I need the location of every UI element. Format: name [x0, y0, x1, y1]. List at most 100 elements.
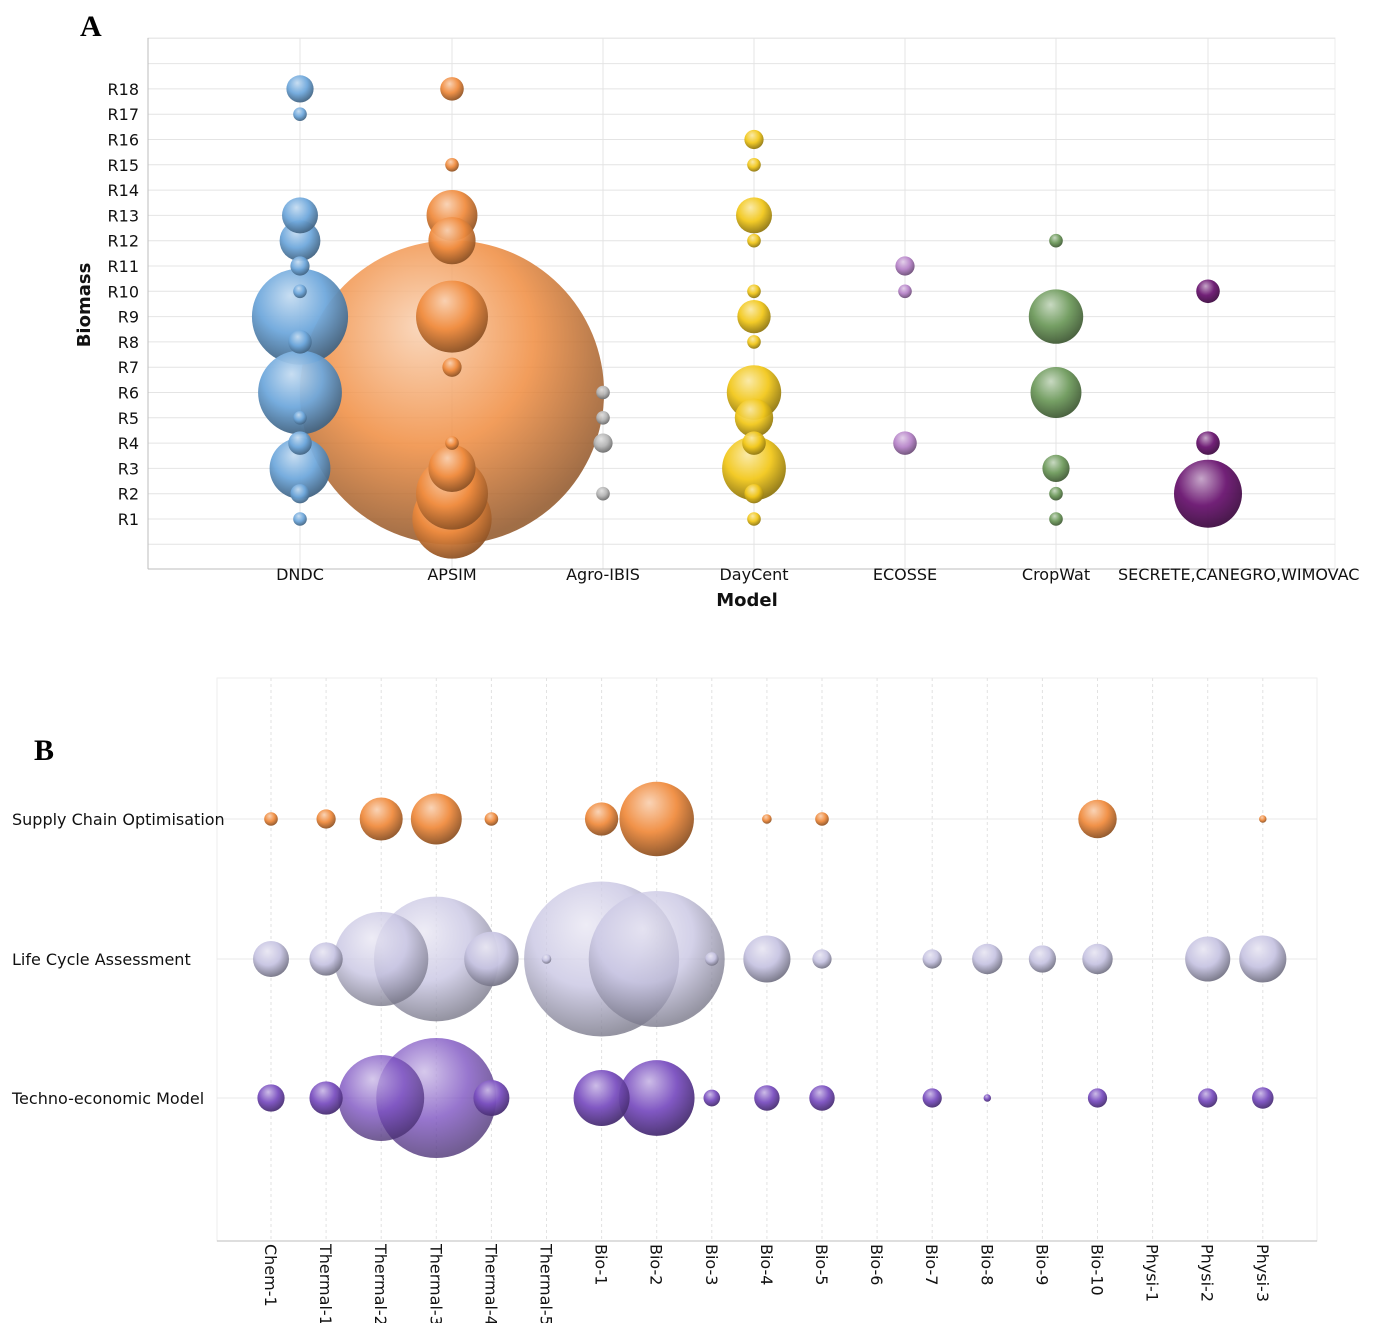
bubble-techno-economic-model-thermal-1: [309, 1081, 343, 1115]
bubble-apsim-r7: [442, 357, 462, 377]
x-tick-label-a: Agro-IBIS: [566, 565, 640, 584]
row-label-supply-chain-optimisation: Supply Chain Optimisation: [12, 810, 225, 829]
panel-label-a: A: [80, 10, 102, 43]
bubble-dndc-r1: [293, 512, 307, 526]
bubble-life-cycle-assessment-thermal-5: [541, 954, 552, 964]
bubble-apsim-r18: [440, 77, 464, 101]
bubble-daycent-r16: [744, 129, 764, 150]
bubble-life-cycle-assessment-bio-5: [812, 949, 832, 969]
bubble-cropwat-r1: [1049, 512, 1063, 526]
bubble-life-cycle-assessment-bio-8: [972, 943, 1003, 975]
y-tick-label-a: R14: [108, 181, 139, 200]
x-tick-label-a: SECRETE,CANEGRO,WIMOVAC: [1118, 565, 1359, 584]
x-tick-label-a: ECOSSE: [873, 565, 937, 584]
y-axis-title-a: Biomass: [74, 263, 95, 348]
bubble-supply-chain-optimisation-chem-1: [264, 812, 278, 826]
bubble-techno-economic-model-bio-1: [573, 1069, 630, 1127]
y-tick-label-a: R11: [108, 257, 139, 276]
y-tick-label-a: R2: [118, 485, 139, 504]
bubble-daycent-r1: [747, 512, 761, 526]
x-tick-label-b: Thermal-2: [371, 1243, 390, 1323]
bubble-life-cycle-assessment-chem-1: [253, 941, 289, 977]
y-tick-label-a: R4: [118, 434, 139, 453]
bubble-daycent-r10: [747, 284, 761, 299]
bubble-techno-economic-model-bio-10: [1087, 1088, 1108, 1108]
bubble-supply-chain-optimisation-bio-2: [619, 781, 694, 857]
row-label-techno-economic-model: Techno-economic Model: [11, 1089, 204, 1108]
bubble-cropwat-r6: [1030, 367, 1082, 418]
x-tick-label-b: Physi-2: [1198, 1244, 1217, 1302]
bubble-dndc-r18: [286, 75, 314, 103]
x-tick-label-b: Bio-5: [812, 1244, 831, 1285]
y-tick-labels-a: R1 R2 R3 R4 R5 R6 R7 R8 R9 R10 R11 R12 R13 R14 R15 R16 R…: [108, 80, 139, 529]
bubble-techno-economic-model-physi-3: [1252, 1087, 1274, 1109]
bubble-dndc-r12: [279, 220, 321, 262]
bubble-daycent-r15: [747, 158, 761, 172]
bubble-daycent-r2: [744, 484, 764, 504]
bubbles-a: [251, 75, 1242, 559]
x-tick-label-a: DNDC: [276, 565, 324, 584]
bubble-dndc-r9: [251, 268, 349, 365]
bubble-apsim-r9: [416, 280, 488, 353]
x-tick-label-b: Bio-2: [647, 1244, 666, 1285]
x-tick-label-a: CropWat: [1022, 565, 1090, 584]
bubble-supply-chain-optimisation-thermal-1: [316, 809, 336, 829]
bubble-supply-chain-optimisation-thermal-3: [410, 793, 462, 845]
bubble-life-cycle-assessment-thermal-4: [464, 931, 519, 987]
bubble-techno-economic-model-bio-4: [754, 1085, 780, 1111]
bubble-cropwat-r9: [1028, 289, 1084, 344]
bubble-agro-ibis-r4: [593, 433, 613, 453]
y-tick-label-a: R12: [108, 232, 139, 251]
bubble-secrete-canegro-wimovac-r4: [1196, 431, 1220, 455]
y-tick-label-a: R1: [118, 510, 139, 529]
bubble-daycent-r5: [734, 398, 774, 438]
bubble-daycent-r4: [742, 431, 766, 455]
bubble-life-cycle-assessment-thermal-2: [334, 911, 429, 1007]
bubble-secrete-canegro-wimovac-r2: [1174, 459, 1242, 528]
y-tick-label-a: R7: [118, 358, 139, 377]
x-tick-label-b: Bio-7: [922, 1244, 941, 1285]
bubble-life-cycle-assessment-physi-2: [1185, 936, 1231, 982]
y-tick-label-a: R13: [108, 206, 139, 225]
y-tick-label-a: R9: [118, 308, 139, 327]
x-tick-label-b: Bio-8: [977, 1244, 996, 1285]
bubble-dndc-r6: [258, 350, 342, 435]
x-tick-label-b: Bio-10: [1088, 1244, 1107, 1296]
bubble-techno-economic-model-bio-3: [703, 1089, 721, 1107]
bubble-techno-economic-model-thermal-2: [338, 1054, 425, 1142]
y-tick-label-a: R10: [108, 282, 139, 301]
bubble-apsim-r15: [445, 158, 459, 172]
bubble-dndc-r13: [282, 197, 318, 234]
panel-b: B Supply Chain Optimisation Life Cycle As…: [11, 677, 1318, 1323]
bubble-daycent-r9: [737, 299, 771, 334]
x-tick-label-b: Thermal-5: [537, 1243, 556, 1323]
row-label-life-cycle-assessment: Life Cycle Assessment: [12, 950, 191, 969]
bubble-dndc-r2: [290, 484, 310, 504]
bubble-ecosse-r11: [895, 256, 915, 276]
bubble-apsim-r4: [445, 436, 459, 450]
x-tick-labels-b: Chem-1 Thermal-1 Thermal-2 Thermal-3 Thermal…: [261, 1243, 1272, 1323]
bubble-dndc-r8: [288, 330, 312, 354]
bubble-dndc-r3: [269, 437, 331, 499]
bubble-daycent-r13: [736, 197, 772, 234]
bubble-agro-ibis-r6: [596, 385, 610, 400]
bubble-daycent-r8: [747, 335, 761, 349]
x-tick-label-b: Physi-1: [1143, 1244, 1162, 1302]
bubble-techno-economic-model-bio-7: [922, 1088, 942, 1108]
bubble-life-cycle-assessment-bio-2: [588, 891, 725, 1027]
y-tick-label-a: R5: [118, 409, 139, 428]
x-tick-label-b: Bio-9: [1032, 1244, 1051, 1285]
bubble-techno-economic-model-bio-2: [618, 1060, 695, 1136]
y-tick-labels-b: Supply Chain Optimisation Life Cycle Asse…: [11, 810, 225, 1108]
panel-a: A R1R2R3R4R5R6R7R8R9R10R11R12R13R14R15R1…: [74, 10, 1359, 611]
x-tick-label-b: Thermal-3: [426, 1243, 445, 1323]
bubble-dndc-r10: [293, 284, 307, 299]
bubble-life-cycle-assessment-physi-3: [1239, 935, 1287, 983]
bubble-supply-chain-optimisation-physi-3: [1259, 815, 1267, 823]
bubbles-b: [253, 781, 1287, 1159]
bubble-techno-economic-model-physi-2: [1198, 1088, 1218, 1108]
panel-label-b: B: [34, 734, 54, 767]
bubble-cropwat-r2: [1049, 486, 1063, 501]
x-tick-label-b: Bio-3: [702, 1244, 721, 1285]
